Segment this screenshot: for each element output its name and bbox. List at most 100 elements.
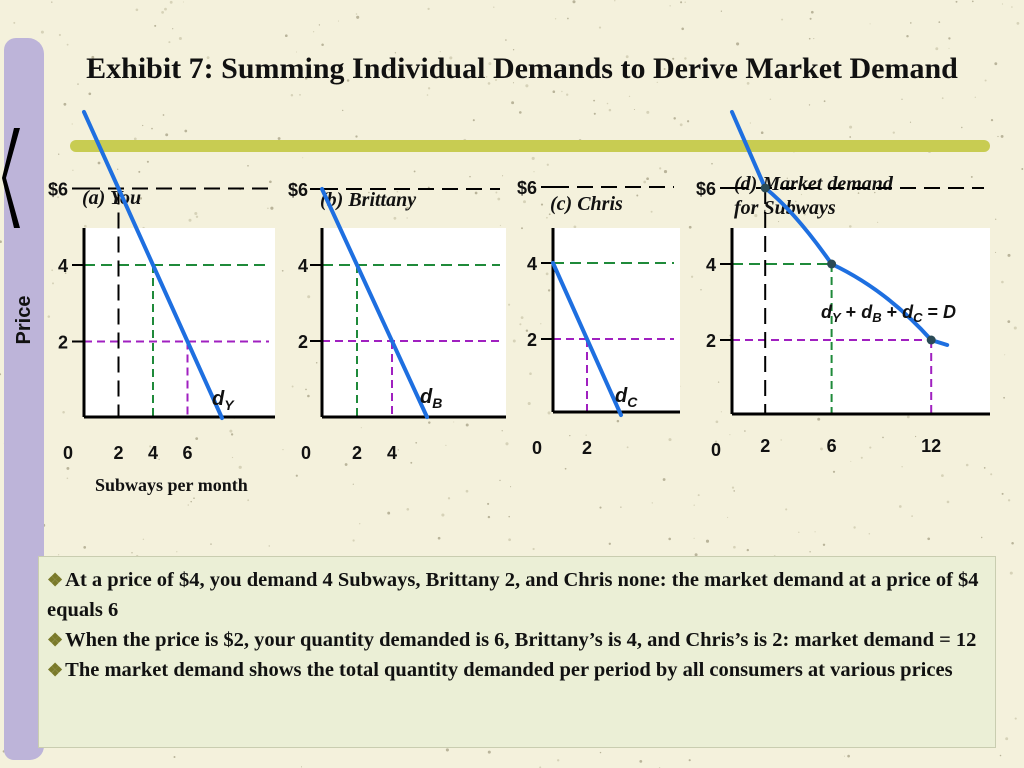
texture-dot bbox=[564, 467, 567, 470]
texture-dot bbox=[668, 537, 672, 541]
texture-dot bbox=[413, 170, 416, 173]
chart-panel-d: $6 4 2 0 2 6 12 dY + dB + dC = D bbox=[696, 110, 990, 460]
texture-dot bbox=[360, 427, 362, 429]
y-tick-label: $6 bbox=[288, 180, 308, 200]
texture-dot bbox=[810, 10, 814, 14]
texture-dot bbox=[284, 34, 288, 38]
texture-dot bbox=[606, 102, 609, 105]
texture-dot bbox=[415, 441, 418, 444]
texture-dot bbox=[206, 56, 210, 60]
texture-dot bbox=[552, 90, 556, 93]
texture-dot bbox=[599, 506, 602, 509]
texture-dot bbox=[662, 478, 666, 481]
texture-dot bbox=[1001, 492, 1004, 495]
texture-dot bbox=[315, 361, 318, 364]
texture-dot bbox=[487, 515, 491, 519]
chart-panel-c: $6 4 2 0 2 dC bbox=[517, 178, 680, 458]
texture-dot bbox=[672, 57, 675, 60]
y-tick-label: 2 bbox=[706, 331, 716, 351]
texture-dot bbox=[1007, 253, 1011, 257]
texture-dot bbox=[0, 240, 2, 243]
texture-dot bbox=[51, 282, 55, 285]
texture-dot bbox=[548, 213, 551, 216]
texture-dot bbox=[720, 411, 723, 413]
texture-dot bbox=[823, 100, 826, 103]
texture-dot bbox=[341, 109, 344, 112]
texture-dot bbox=[909, 121, 912, 123]
bullet-diamond-icon: ❖ bbox=[47, 570, 64, 590]
texture-dot bbox=[511, 101, 515, 105]
texture-dot bbox=[781, 18, 784, 21]
texture-dot bbox=[355, 13, 358, 15]
texture-dot bbox=[561, 90, 563, 93]
texture-dot bbox=[686, 120, 690, 123]
texture-dot bbox=[892, 131, 895, 134]
x-tick-label: 6 bbox=[182, 443, 192, 463]
texture-dot bbox=[911, 515, 913, 517]
texture-dot bbox=[901, 466, 903, 468]
texture-dot bbox=[1007, 499, 1011, 502]
texture-dot bbox=[47, 315, 51, 318]
texture-dot bbox=[487, 750, 491, 754]
texture-dot bbox=[447, 497, 451, 500]
x-axis-title: Subways per month bbox=[95, 475, 248, 495]
texture-dot bbox=[427, 87, 431, 90]
texture-dot bbox=[66, 477, 69, 480]
texture-dot bbox=[344, 463, 348, 466]
bullet-diamond-icon: ❖ bbox=[47, 660, 64, 680]
texture-dot bbox=[961, 126, 963, 129]
note-item: ❖When the price is $2, your quantity dem… bbox=[47, 625, 985, 655]
texture-dot bbox=[669, 5, 671, 7]
texture-dot bbox=[307, 60, 310, 63]
texture-dot bbox=[169, 0, 173, 4]
texture-dot bbox=[146, 160, 149, 163]
texture-dot bbox=[941, 97, 944, 100]
texture-dot bbox=[487, 82, 491, 85]
texture-dot bbox=[426, 94, 429, 96]
texture-dot bbox=[337, 20, 340, 22]
texture-dot bbox=[499, 224, 501, 227]
texture-dot bbox=[229, 429, 233, 433]
texture-dot bbox=[359, 523, 361, 525]
texture-dot bbox=[545, 272, 549, 276]
texture-dot bbox=[663, 67, 666, 71]
texture-dot bbox=[656, 81, 658, 84]
texture-dot bbox=[427, 7, 430, 11]
texture-dot bbox=[356, 15, 360, 19]
texture-dot bbox=[187, 504, 190, 506]
texture-dot bbox=[915, 435, 917, 438]
texture-dot bbox=[808, 37, 811, 40]
texture-dot bbox=[608, 108, 612, 112]
texture-dot bbox=[142, 124, 144, 127]
texture-dot bbox=[663, 170, 668, 174]
texture-dot bbox=[540, 203, 544, 206]
texture-dot bbox=[626, 446, 629, 449]
title-underline bbox=[70, 140, 990, 152]
texture-dot bbox=[693, 504, 695, 506]
texture-dot bbox=[639, 759, 643, 763]
texture-dot bbox=[849, 125, 853, 129]
texture-dot bbox=[230, 433, 234, 436]
texture-dot bbox=[117, 168, 119, 170]
texture-dot bbox=[465, 423, 469, 427]
texture-dot bbox=[994, 62, 998, 66]
texture-dot bbox=[780, 71, 782, 74]
texture-dot bbox=[1021, 168, 1024, 170]
texture-dot bbox=[485, 76, 488, 78]
texture-dot bbox=[733, 490, 735, 492]
texture-dot bbox=[300, 766, 303, 768]
texture-dot bbox=[705, 539, 710, 543]
texture-dot bbox=[472, 119, 475, 122]
curve-label: dY bbox=[212, 388, 235, 413]
texture-dot bbox=[688, 225, 692, 229]
texture-dot bbox=[437, 536, 441, 540]
texture-dot bbox=[299, 94, 301, 96]
texture-dot bbox=[938, 21, 941, 23]
y-axis-title: Price bbox=[13, 296, 35, 345]
texture-dot bbox=[999, 754, 1002, 757]
texture-dot bbox=[527, 401, 531, 406]
texture-dot bbox=[164, 7, 167, 11]
texture-dot bbox=[1003, 396, 1005, 399]
x-tick-label: 2 bbox=[582, 438, 592, 458]
